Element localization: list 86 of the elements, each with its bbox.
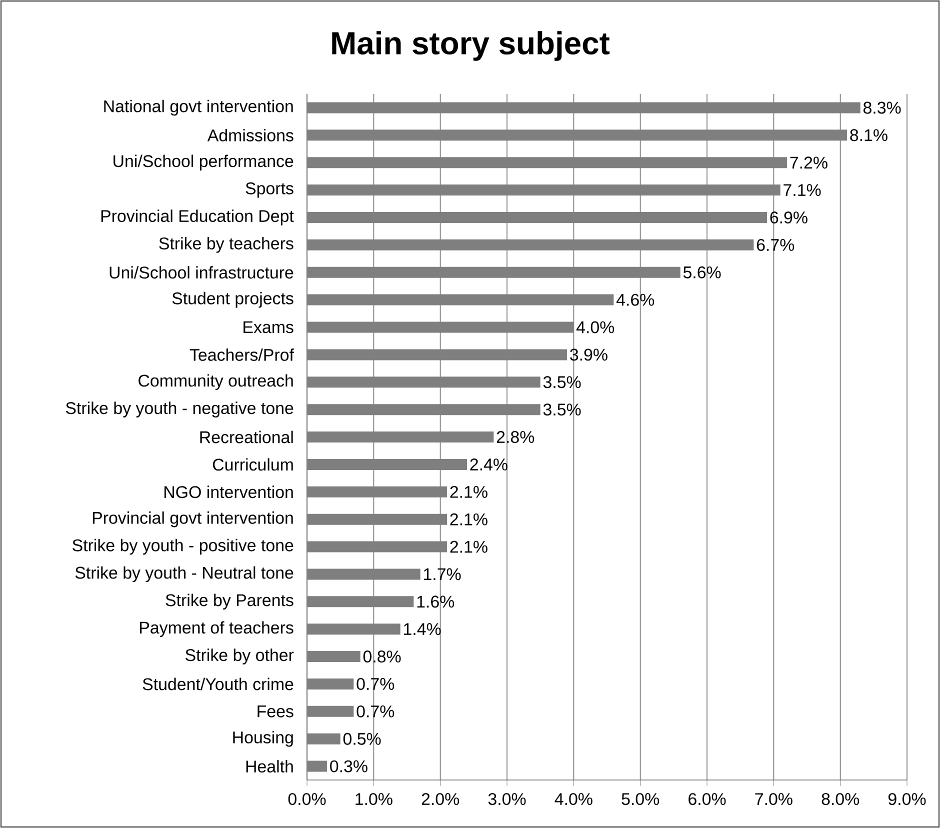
y-tick-label: Strike by teachers: [159, 237, 294, 253]
bar: [307, 568, 420, 580]
bar: [307, 212, 768, 223]
bar: [307, 514, 448, 525]
x-tick-label: 9.0%: [888, 793, 926, 806]
data-label: 0.7%: [356, 678, 394, 690]
x-tick-label: 8.0%: [822, 793, 860, 806]
bar: [307, 706, 354, 717]
bar: [307, 596, 414, 608]
y-tick-label: Admissions: [207, 128, 294, 142]
bar: [307, 624, 400, 635]
bar: [307, 541, 448, 552]
bar: [307, 349, 568, 360]
bar: [307, 294, 614, 306]
data-label: 2.1%: [450, 486, 488, 498]
y-tick-label: Teachers/Prof: [190, 348, 294, 361]
y-tick-label: Curriculum: [212, 458, 293, 471]
data-label: 7.2%: [790, 156, 828, 169]
y-tick-label: Exams: [244, 321, 294, 334]
bar: [307, 102, 860, 114]
data-label: 6.9%: [770, 212, 808, 224]
bar: [307, 239, 754, 250]
data-label: 2.8%: [496, 431, 534, 443]
y-tick-label: Student projects: [172, 292, 294, 308]
x-tick-label: 5.0%: [622, 793, 660, 806]
y-tick-label: Community outreach: [138, 374, 293, 390]
data-label: 3.5%: [543, 404, 581, 416]
y-tick-label: Housing: [233, 730, 293, 747]
data-label: 2.4%: [470, 458, 508, 470]
y-tick-label: Provincial govt intervention: [92, 511, 293, 528]
data-label: 4.6%: [616, 294, 654, 306]
data-label: 0.7%: [356, 705, 394, 718]
y-tick-label: Health: [246, 760, 293, 773]
bar: [307, 376, 540, 388]
bar: [307, 322, 574, 333]
data-label: 3.9%: [570, 348, 608, 361]
y-tick-label: Student/Youth crime: [142, 678, 294, 690]
y-tick-label: Uni/School performance: [114, 154, 294, 170]
x-tick-label: 0.0%: [288, 793, 326, 806]
bar: [307, 157, 788, 168]
data-label: 0.3%: [330, 760, 368, 772]
bar: [307, 458, 468, 470]
bar: [307, 760, 328, 772]
data-label: 3.5%: [543, 376, 581, 388]
x-tick-label: 3.0%: [488, 793, 526, 806]
y-tick-label: Strike by youth - Neutral tone: [75, 566, 294, 582]
y-tick-label: Strike by youth - positive tone: [72, 538, 294, 555]
data-label: 1.7%: [424, 568, 461, 580]
x-tick-label: 1.0%: [356, 793, 392, 806]
x-tick-label: 7.0%: [755, 793, 792, 806]
x-tick-label: 6.0%: [688, 793, 726, 806]
bar: [307, 130, 848, 141]
data-label: 8.1%: [850, 129, 888, 142]
data-label: 1.4%: [404, 623, 441, 636]
chart-title: Main story subject: [332, 31, 610, 61]
bar: [307, 184, 780, 196]
bar: [307, 486, 448, 498]
bar: [307, 404, 540, 416]
y-tick-label: Uni/School infrastructure: [110, 266, 294, 279]
x-tick-label: 2.0%: [422, 793, 460, 806]
y-tick-label: NGO intervention: [164, 486, 293, 498]
data-label: 0.5%: [343, 732, 381, 745]
y-tick-label: Provincial Education Dept: [101, 210, 294, 226]
data-label: 2.1%: [450, 540, 488, 553]
y-tick-label: Strike by other: [186, 648, 294, 664]
data-label: 1.6%: [417, 596, 454, 608]
y-tick-label: Strike by Parents: [166, 594, 294, 610]
y-tick-label: National govt intervention: [104, 100, 293, 116]
data-label: 7.1%: [784, 184, 821, 196]
y-tick-label: Recreational: [200, 430, 293, 444]
y-tick-label: Strike by youth - negative tone: [66, 402, 294, 418]
data-label: 8.3%: [864, 102, 901, 114]
data-label: 2.1%: [450, 513, 488, 526]
bar: [307, 678, 354, 690]
data-label: 0.8%: [363, 650, 401, 663]
data-label: 6.7%: [756, 238, 794, 251]
y-tick-label: Fees: [258, 706, 294, 718]
bar: [307, 733, 340, 744]
data-label: 5.6%: [683, 266, 721, 278]
y-tick-label: Sports: [246, 182, 294, 198]
x-tick-label: 4.0%: [554, 793, 592, 806]
bar: [307, 651, 360, 662]
bar: [307, 266, 680, 278]
y-tick-label: Payment of teachers: [140, 621, 294, 637]
bar: [307, 432, 494, 443]
data-label: 4.0%: [576, 321, 614, 334]
